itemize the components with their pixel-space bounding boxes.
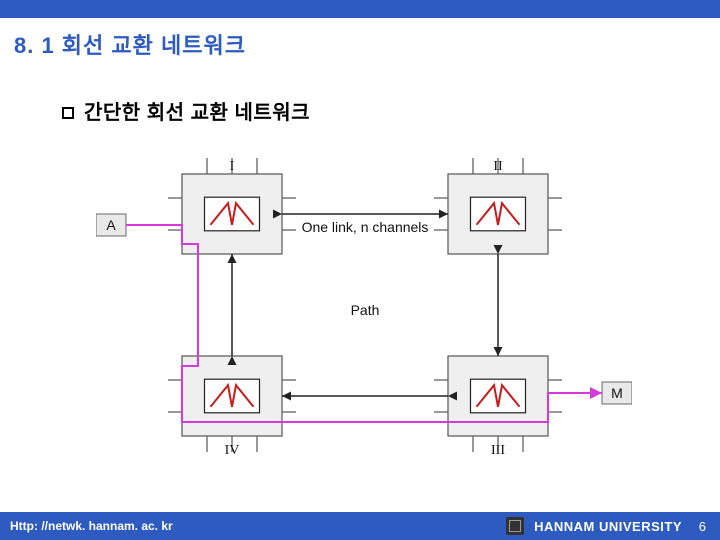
switch-II: II <box>434 158 562 254</box>
footer-page-number: 6 <box>692 519 706 534</box>
diagram: IIIIIIIVOne link, n channelsAMPath <box>96 158 632 464</box>
footer-right: HANNAM UNIVERSITY 6 <box>506 517 706 535</box>
svg-text:II: II <box>493 159 503 174</box>
switch-III: III <box>434 356 562 458</box>
diagram-svg: IIIIIIIVOne link, n channelsAMPath <box>96 158 632 464</box>
svg-text:One link, n channels: One link, n channels <box>302 219 429 235</box>
university-logo-icon <box>506 517 524 535</box>
slide-title: 8. 1 회선 교환 네트워크 <box>0 18 720 60</box>
svg-text:Path: Path <box>351 302 380 318</box>
switch-IV: IV <box>168 356 296 458</box>
svg-text:A: A <box>106 217 116 233</box>
top-bar <box>0 0 720 18</box>
svg-text:III: III <box>491 443 505 458</box>
bullet-icon <box>62 107 74 119</box>
svg-text:M: M <box>611 385 623 401</box>
svg-text:IV: IV <box>225 443 240 458</box>
svg-text:I: I <box>230 159 235 174</box>
footer-url: Http: //netwk. hannam. ac. kr <box>10 519 173 533</box>
slide-subtitle: 간단한 회선 교환 네트워크 <box>84 102 310 124</box>
footer: Http: //netwk. hannam. ac. kr HANNAM UNI… <box>0 512 720 540</box>
slide-subtitle-row: 간단한 회선 교환 네트워크 <box>0 60 720 125</box>
footer-university: HANNAM UNIVERSITY <box>534 519 682 534</box>
switch-I: I <box>168 158 296 254</box>
